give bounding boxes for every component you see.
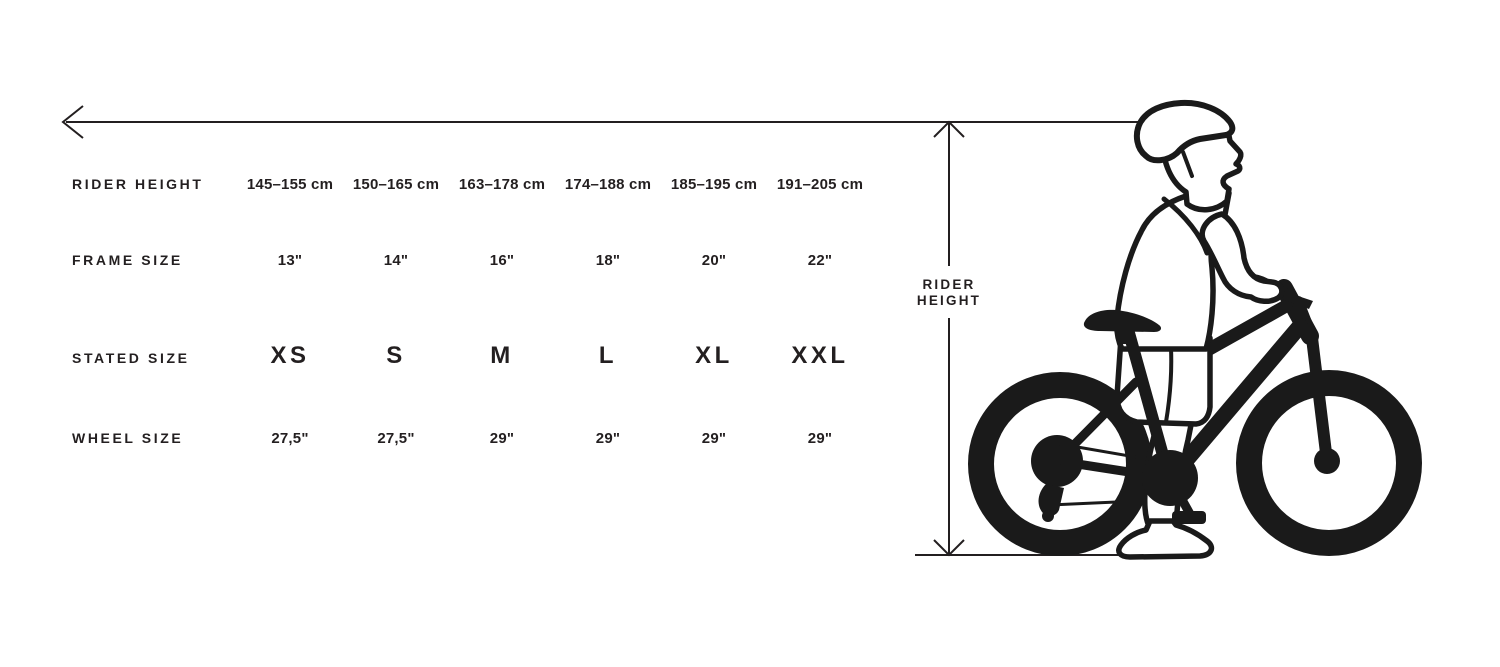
brake-lever-icon (1283, 291, 1313, 309)
rider-height-measure-label: RIDER HEIGHT (889, 277, 1009, 309)
helmet-strap (1181, 150, 1194, 178)
saddle-icon (1083, 309, 1162, 332)
table-cell: 27,5" (271, 430, 309, 447)
table-cell: S (386, 342, 406, 369)
rider-height-arrow-vertical (933, 120, 965, 557)
crank-icon (1165, 473, 1195, 519)
table-cell: 20" (701, 252, 727, 269)
table-cell: 14" (383, 252, 409, 269)
pedal-icon (1172, 511, 1206, 524)
table-cell: 29" (489, 430, 515, 447)
table-cell: 13" (277, 252, 303, 269)
row-label-frame-size: FRAME SIZE (72, 252, 183, 268)
derailleur-icon (1038, 484, 1064, 516)
table-cell: 185–195 cm (670, 176, 758, 193)
table-cell: XS (270, 342, 310, 369)
table-cell: 163–178 cm (458, 176, 546, 193)
table-row-stated-size: STATED SIZE XS S M L XL XXL (72, 342, 873, 370)
row-label-wheel-size: WHEEL SIZE (72, 430, 184, 446)
rider-shorts-crease (1164, 346, 1174, 424)
rider-height-measure-label-line1: RIDER (922, 277, 976, 292)
rider-height-measure-label-line2: HEIGHT (916, 293, 982, 308)
row-label-stated-size: STATED SIZE (72, 350, 190, 366)
saddle-clamp-icon (1118, 330, 1134, 344)
table-cell: 150–165 cm (352, 176, 440, 193)
table-cell: 27,5" (377, 430, 415, 447)
table-cell: 29" (807, 430, 833, 447)
rider-sleeve-seam (1161, 196, 1210, 256)
seat-stay-icon (1053, 377, 1141, 466)
front-wheel-icon (1236, 370, 1422, 556)
derailleur-pulley-icon (1042, 510, 1054, 522)
table-row-rider-height: RIDER HEIGHT 145–155 cm 150–165 cm 163–1… (72, 176, 873, 193)
table-cell: 191–205 cm (776, 176, 864, 193)
table-cell: 18" (595, 252, 621, 269)
table-cell: 145–155 cm (246, 176, 334, 193)
table-cell: 29" (701, 430, 727, 447)
table-row-frame-size: FRAME SIZE 13" 14" 16" 18" 20" 22" (72, 252, 873, 269)
rider-arm (1199, 211, 1285, 304)
rider-height-arrow-horizontal (61, 105, 1144, 139)
rear-wheel-icon (968, 372, 1152, 556)
table-cell: M (490, 342, 514, 369)
table-cell: 22" (807, 252, 833, 269)
table-cell: L (598, 342, 618, 369)
helmet-icon (1133, 99, 1236, 164)
bike-illustration-front (1053, 291, 1313, 524)
table-cell: 16" (489, 252, 515, 269)
table-cell: XL (695, 342, 733, 369)
table-row-wheel-size: WHEEL SIZE 27,5" 27,5" 29" 29" 29" 29" (72, 430, 873, 447)
table-cell: 174–188 cm (564, 176, 652, 193)
rider-shoe (1116, 518, 1215, 560)
down-tube-icon (1164, 318, 1308, 485)
table-cell: 29" (595, 430, 621, 447)
table-cell: XXL (791, 342, 849, 369)
row-label-rider-height: RIDER HEIGHT (72, 176, 204, 192)
